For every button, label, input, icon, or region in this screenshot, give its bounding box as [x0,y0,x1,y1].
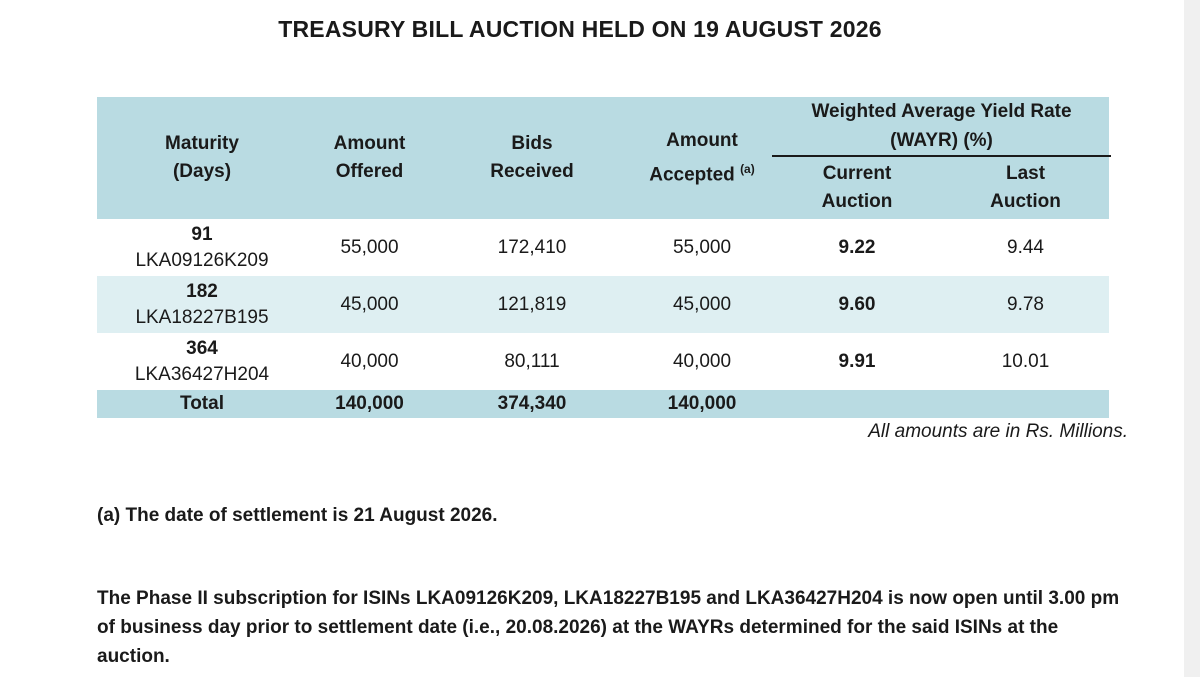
header-offered-line1: Amount [333,133,406,154]
current-wayr-cell: 9.60 [772,276,942,333]
total-bids: 374,340 [432,390,632,418]
current-wayr-cell: 9.91 [772,333,942,390]
isin-code: LKA09126K209 [135,249,269,271]
amount-accepted-cell: 40,000 [632,333,772,390]
last-wayr-cell: 10.01 [942,333,1110,390]
header-wayr: Weighted Average Yield Rate (WAYR) (%) [772,97,1112,157]
amount-offered-cell: 40,000 [307,333,432,390]
table-total-row: Total 140,000 374,340 140,000 [97,390,1110,418]
amount-accepted-cell: 55,000 [632,219,772,276]
header-amount-offered: Amount Offered [307,97,432,219]
amount-offered-cell: 55,000 [307,219,432,276]
header-last-auction: Last Auction [942,157,1110,219]
settlement-note: (a) The date of settlement is 21 August … [97,505,498,526]
header-current-line1: Current [822,163,892,184]
header-bids-line2: Received [490,161,574,182]
header-wayr-title: Weighted Average Yield Rate (WAYR) (%) [772,97,1112,157]
header-maturity-line1: Maturity [165,133,239,154]
amount-offered-cell: 45,000 [307,276,432,333]
header-wayr-line2: (WAYR) (%) [890,130,993,151]
header-bids-received: Bids Received [432,97,632,219]
total-empty-cell [942,390,1110,418]
header-last-line2: Auction [990,191,1061,212]
header-current-line2: Auction [821,191,893,212]
total-label: Total [97,390,307,418]
footnote-marker: (a) [740,161,755,176]
current-wayr-cell: 9.22 [772,219,942,276]
page-edge-strip [1184,0,1200,677]
units-note: All amounts are in Rs. Millions. [868,421,1128,442]
table-row: 182 LKA18227B195 45,000 121,819 45,000 9… [97,276,1110,333]
maturity-cell: 182 LKA18227B195 [97,276,307,333]
amount-accepted-cell: 45,000 [632,276,772,333]
auction-results-table: Maturity (Days) Amount Offered Bids Rece… [97,97,1112,418]
total-empty-cell [772,390,942,418]
table-row: 91 LKA09126K209 55,000 172,410 55,000 9.… [97,219,1110,276]
maturity-days: 182 [186,280,218,302]
table-row: 364 LKA36427H204 40,000 80,111 40,000 9.… [97,333,1110,390]
bids-received-cell: 172,410 [432,219,632,276]
header-accepted-line1: Amount [666,129,738,151]
header-accepted-line2: Accepted (a) [632,155,772,189]
page-title: TREASURY BILL AUCTION HELD ON 19 AUGUST … [278,16,882,42]
isin-code: LKA18227B195 [135,306,269,328]
last-wayr-cell: 9.78 [942,276,1110,333]
header-last-line1: Last [1005,163,1046,184]
maturity-cell: 364 LKA36427H204 [97,333,307,390]
header-accepted-word: Accepted [649,164,735,186]
phase-ii-note: The Phase II subscription for ISINs LKA0… [97,588,1120,667]
header-current-auction: Current Auction [772,157,942,219]
bids-received-cell: 121,819 [432,276,632,333]
total-offered: 140,000 [307,390,432,418]
header-offered-line2: Offered [335,161,404,182]
table-subheader-row: Current Auction Last Auction [97,157,1110,219]
maturity-days: 91 [191,223,213,245]
header-maturity-line2: (Days) [172,161,232,182]
header-maturity: Maturity (Days) [97,97,307,219]
maturity-cell: 91 LKA09126K209 [97,219,307,276]
header-bids-line1: Bids [511,133,553,154]
isin-code: LKA36427H204 [134,363,270,385]
header-amount-accepted: Amount Accepted (a) [632,97,772,219]
maturity-days: 364 [186,337,218,359]
table-header-row: Maturity (Days) Amount Offered Bids Rece… [97,97,1112,219]
total-accepted: 140,000 [632,390,772,418]
bids-received-cell: 80,111 [432,333,632,390]
last-wayr-cell: 9.44 [942,219,1110,276]
header-wayr-line1: Weighted Average Yield Rate [811,101,1072,122]
